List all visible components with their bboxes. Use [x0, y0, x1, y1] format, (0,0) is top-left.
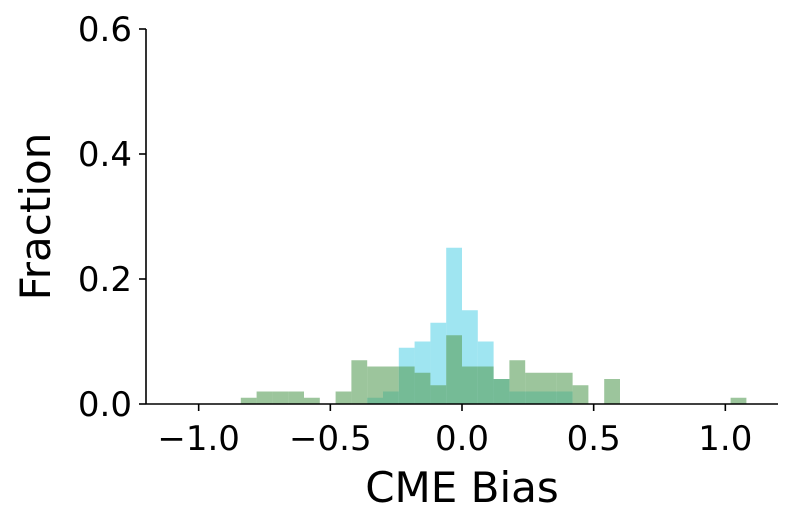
- histogram-bar-series-1-bin-16: [509, 360, 526, 404]
- y-tick-label: 0.2: [78, 260, 132, 300]
- histogram-bars: [240, 247, 747, 404]
- histogram-bar-series-1-bin-0: [240, 397, 257, 404]
- histogram-bar-series-1-bin-19: [556, 372, 573, 404]
- x-axis-ticks: −1.0 −0.5 0.0 0.5 1.0: [157, 404, 752, 459]
- histogram-bar-series-1-bin-6: [351, 360, 368, 404]
- histogram-bar-series-1-bin-3: [288, 391, 304, 404]
- histogram-bar-series-1-bin-10: [414, 372, 431, 404]
- y-tick-label: 0.6: [78, 10, 132, 50]
- histogram-bar-series-1-bin-15: [493, 379, 510, 404]
- histogram-bar-series-1-bin-4: [304, 397, 320, 404]
- x-tick-label: 0.0: [435, 419, 489, 459]
- x-tick-label: 0.5: [567, 419, 621, 459]
- histogram-bar-series-1-bin-13: [462, 366, 478, 404]
- histogram-bar-series-0-bin-4: [430, 322, 447, 404]
- x-tick-label: −1.0: [157, 419, 240, 459]
- histogram-bar-series-1-bin-9: [398, 366, 415, 404]
- x-tick-label: −0.5: [289, 419, 372, 459]
- histogram-bar-series-1-bin-18: [541, 372, 557, 404]
- y-tick-label: 0.0: [78, 385, 132, 425]
- histogram-bar-series-1-bin-1: [256, 391, 273, 404]
- histogram-bar-series-1-bin-7: [367, 366, 383, 404]
- histogram-bar-series-1-bin-20: [572, 385, 589, 404]
- y-axis-ticks: 0.0 0.2 0.4 0.6: [78, 10, 146, 425]
- y-axis-title: Fraction: [11, 133, 60, 301]
- y-tick-label: 0.4: [78, 135, 132, 175]
- histogram-bar-series-1-bin-22: [730, 397, 747, 404]
- histogram-bar-series-1-bin-8: [383, 366, 399, 404]
- histogram-bar-series-1-bin-2: [272, 391, 289, 404]
- histogram-bar-series-1-bin-14: [477, 366, 494, 404]
- histogram-bar-series-1-bin-12: [446, 335, 462, 404]
- histogram-bar-series-1-bin-11: [430, 385, 447, 404]
- x-axis-title: CME Bias: [365, 463, 559, 512]
- x-tick-label: 1.0: [698, 419, 752, 459]
- histogram-bar-series-1-bin-17: [525, 372, 541, 404]
- histogram-bar-series-1-bin-5: [335, 391, 352, 404]
- histogram-bar-series-1-bin-21: [604, 379, 620, 404]
